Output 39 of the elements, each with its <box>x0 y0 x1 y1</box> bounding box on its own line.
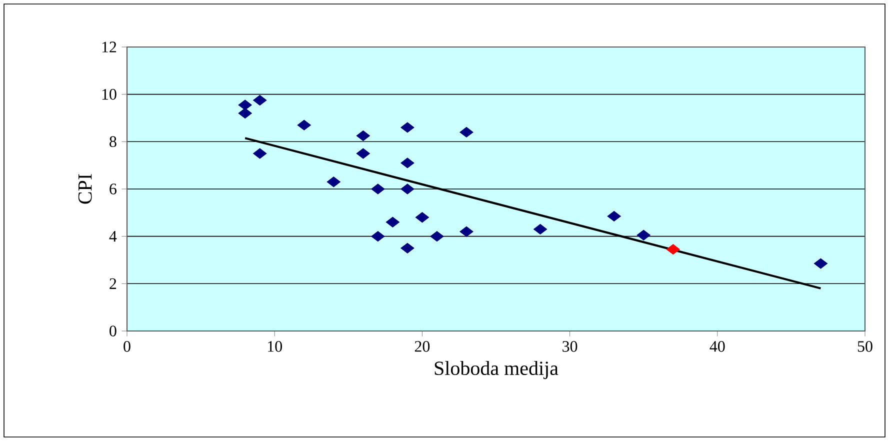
point <box>430 231 444 242</box>
point <box>400 158 414 168</box>
point <box>238 108 252 119</box>
y-tick-label: 4 <box>109 231 117 242</box>
y-tick-label: 0 <box>110 326 116 336</box>
point <box>415 212 430 223</box>
point <box>253 94 267 106</box>
y-axis-title: CPI <box>78 174 92 204</box>
point <box>607 210 621 222</box>
x-tick-label: 20 <box>414 341 430 352</box>
point <box>814 258 828 269</box>
x-axis-title: Sloboda medija <box>434 360 558 380</box>
point <box>533 224 548 234</box>
point <box>460 126 474 138</box>
point <box>238 100 252 110</box>
x-tick-label: 0 <box>124 341 130 352</box>
point <box>326 176 340 188</box>
y-tick-label: 2 <box>110 278 116 289</box>
point <box>386 216 400 228</box>
x-tick-label: 50 <box>858 341 872 352</box>
point <box>636 230 650 240</box>
point <box>371 231 385 242</box>
x-tick-label: 10 <box>268 341 282 352</box>
point <box>666 244 680 255</box>
y-tick-label: 12 <box>102 42 116 52</box>
y-tick-label: 10 <box>102 88 116 100</box>
y-tick-label: 8 <box>110 136 116 148</box>
point <box>297 120 311 130</box>
x-tick-label: 30 <box>562 341 578 352</box>
y-tick-label: 6 <box>110 184 116 194</box>
point <box>356 148 370 159</box>
x-tick-label: 40 <box>710 341 725 352</box>
point <box>400 184 414 194</box>
point <box>371 184 385 194</box>
point <box>460 226 474 237</box>
point <box>356 130 370 142</box>
point <box>253 148 267 159</box>
point <box>400 122 414 133</box>
point <box>400 242 414 254</box>
